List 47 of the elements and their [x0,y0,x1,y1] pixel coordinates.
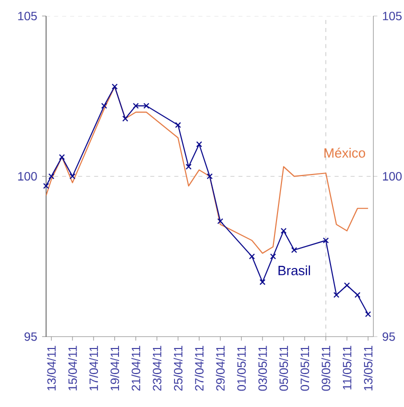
point [217,218,224,224]
x-tick-label: 07/05/11 [300,346,310,391]
point [186,164,192,170]
x-tick-label: 15/04/11 [68,346,77,390]
x-tick-label: 01/05/11 [236,346,246,391]
point [101,102,108,109]
point [69,173,76,180]
point [291,247,298,254]
x-tick-label: 27/04/11 [194,346,204,391]
y-tick-label: 100 [18,172,37,181]
x-tick-label: 25/04/11 [174,346,182,391]
x-tick-label: 17/04/11 [89,346,98,390]
x-tick-label: 19/04/11 [110,346,120,390]
x-tick-label: 21/04/11 [131,346,140,391]
x-tick-label: 13/05/11 [364,346,372,390]
y2-tick-label: 100 [382,172,402,181]
x-tick-label: 11/05/11 [342,346,352,390]
point [58,154,65,160]
point [280,228,287,234]
point [248,253,255,260]
point [270,253,276,260]
y2-tick-label: 95 [382,332,395,341]
series-label: México [324,148,366,158]
x-tick-label: 29/04/11 [216,346,225,391]
point [175,122,182,128]
point [344,282,350,288]
x-tick-label: 13/04/11 [46,346,56,390]
point [196,141,202,148]
y2-tick-label: 105 [382,12,402,20]
series-label: Brasil [278,265,310,276]
point [132,102,139,109]
y-tick-label: 105 [18,12,37,20]
point [122,116,128,122]
point [354,292,360,298]
point [259,279,266,286]
y-tick-label: 95 [24,332,37,341]
point [322,237,329,244]
x-tick-label: 05/05/11 [279,346,288,391]
point [143,102,150,109]
point [365,311,372,318]
x-tick-label: 03/05/11 [258,346,267,391]
point [206,173,213,180]
point [333,292,340,298]
point [48,173,54,180]
x-tick-label: 09/05/11 [321,346,330,391]
point [112,84,118,90]
x-tick-label: 23/04/11 [152,346,162,391]
